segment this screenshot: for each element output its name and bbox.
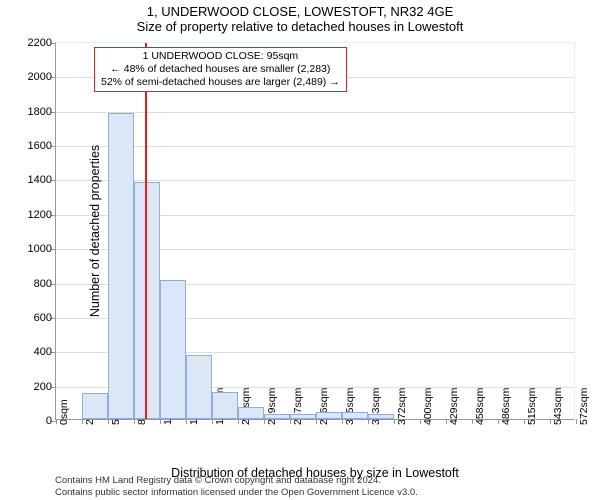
x-tick-mark — [56, 419, 57, 424]
annotation-box: 1 UNDERWOOD CLOSE: 95sqm ← 48% of detach… — [94, 47, 347, 92]
histogram-bar — [342, 412, 368, 419]
y-tick-label: 1800 — [28, 106, 52, 118]
x-tick-mark — [186, 419, 187, 424]
x-tick-mark — [290, 419, 291, 424]
attribution: Contains HM Land Registry data © Crown c… — [55, 475, 418, 498]
x-tick-mark — [160, 419, 161, 424]
y-tick-label: 800 — [34, 278, 52, 290]
x-tick-mark — [550, 419, 551, 424]
plot: 1 UNDERWOOD CLOSE: 95sqm ← 48% of detach… — [55, 42, 575, 420]
x-tick-mark — [394, 419, 395, 424]
x-tick-label: 572sqm — [578, 388, 590, 425]
x-tick-mark — [82, 419, 83, 424]
x-tick-mark — [576, 419, 577, 424]
annotation-line-2: ← 48% of detached houses are smaller (2,… — [101, 63, 340, 76]
x-tick-mark — [446, 419, 447, 424]
attribution-line-2: Contains public sector information licen… — [55, 487, 418, 498]
y-tick-label: 0 — [46, 415, 52, 427]
histogram-bar — [82, 393, 108, 419]
y-tick-label: 1000 — [28, 243, 52, 255]
y-tick-label: 2000 — [28, 71, 52, 83]
histogram-bar — [316, 412, 342, 419]
x-tick-label: 343sqm — [370, 388, 382, 425]
y-tick-label: 400 — [34, 346, 52, 358]
histogram-bar — [186, 355, 212, 419]
x-tick-label: 229sqm — [266, 388, 278, 425]
x-tick-mark — [316, 419, 317, 424]
histogram-bar — [368, 414, 394, 419]
y-tick-label: 1600 — [28, 140, 52, 152]
y-tick-label: 2200 — [28, 37, 52, 49]
x-tick-mark — [472, 419, 473, 424]
x-tick-mark — [524, 419, 525, 424]
annotation-line-1: 1 UNDERWOOD CLOSE: 95sqm — [101, 50, 340, 63]
x-tick-mark — [420, 419, 421, 424]
figure: 1, UNDERWOOD CLOSE, LOWESTOFT, NR32 4GE … — [0, 0, 600, 500]
x-tick-label: 543sqm — [552, 388, 564, 425]
x-tick-label: 0sqm — [58, 399, 70, 425]
y-tick-label: 1400 — [28, 174, 52, 186]
chart-area: 1 UNDERWOOD CLOSE: 95sqm ← 48% of detach… — [55, 42, 575, 420]
x-tick-label: 486sqm — [500, 388, 512, 425]
x-tick-label: 315sqm — [344, 388, 356, 425]
histogram-bar — [108, 113, 134, 419]
title-line-2: Size of property relative to detached ho… — [0, 19, 600, 34]
annotation-line-3: 52% of semi-detached houses are larger (… — [101, 76, 340, 89]
x-tick-label: 286sqm — [318, 388, 330, 425]
x-tick-mark — [342, 419, 343, 424]
x-tick-label: 257sqm — [292, 388, 304, 425]
y-tick-label: 200 — [34, 381, 52, 393]
x-tick-label: 458sqm — [474, 388, 486, 425]
histogram-bar — [264, 414, 290, 419]
x-tick-mark — [368, 419, 369, 424]
x-tick-mark — [108, 419, 109, 424]
x-tick-mark — [264, 419, 265, 424]
y-tick-label: 1200 — [28, 209, 52, 221]
histogram-bar — [238, 407, 264, 419]
histogram-bar — [160, 280, 186, 419]
y-tick-label: 600 — [34, 312, 52, 324]
attribution-line-1: Contains HM Land Registry data © Crown c… — [55, 475, 418, 486]
x-tick-label: 515sqm — [526, 388, 538, 425]
histogram-bar — [212, 392, 238, 419]
x-tick-label: 429sqm — [448, 388, 460, 425]
x-tick-mark — [134, 419, 135, 424]
x-tick-label: 372sqm — [396, 388, 408, 425]
x-tick-mark — [212, 419, 213, 424]
title-line-1: 1, UNDERWOOD CLOSE, LOWESTOFT, NR32 4GE — [0, 0, 600, 19]
y-axis-label: Number of detached properties — [88, 145, 102, 317]
x-tick-mark — [498, 419, 499, 424]
x-tick-label: 400sqm — [422, 388, 434, 425]
x-tick-mark — [238, 419, 239, 424]
reference-line — [145, 43, 147, 419]
histogram-bar — [290, 414, 316, 419]
